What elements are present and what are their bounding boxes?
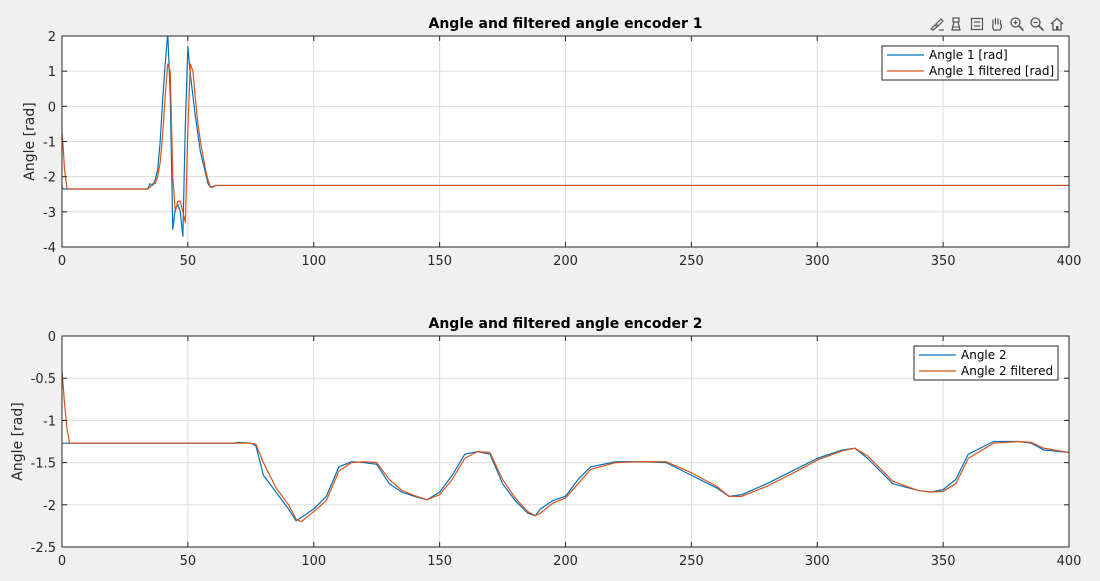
series-line-2 (62, 63, 1069, 223)
y-tick-label: -3 (43, 206, 56, 221)
brush-icon (929, 18, 944, 31)
y-tick-label: -2 (43, 171, 56, 186)
y-tick-label: 0 (48, 330, 56, 345)
legend-entry-2: Angle 1 filtered [rad] (929, 64, 1054, 78)
zoom-in-icon (1010, 17, 1025, 32)
series-group (62, 371, 1069, 523)
y-tick-label: -0.5 (31, 372, 56, 387)
plot-encoder-2: 0 50 100 150 200 250 300 350 400 -2.5 -2 -1.5 -1 -0.5… (10, 316, 1081, 569)
x-tick-label: 100 (301, 254, 326, 269)
data-tips-icon (951, 17, 961, 31)
chart-title: Angle and filtered angle encoder 1 (429, 16, 703, 32)
zoom-out-icon (1030, 17, 1045, 32)
x-tick-label: 200 (553, 254, 578, 269)
zoom-in-button[interactable] (1008, 15, 1026, 33)
pan-button[interactable] (988, 15, 1006, 33)
legend-entry-1: Angle 1 [rad] (929, 48, 1008, 62)
pan-hand-icon (992, 17, 1003, 31)
x-tick-label: 50 (180, 254, 197, 269)
home-button[interactable] (1048, 15, 1066, 33)
y-tick-label: 2 (48, 30, 56, 45)
series-line-1 (62, 440, 1069, 522)
x-tick-label: 300 (805, 554, 830, 569)
x-tick-label: 400 (1057, 554, 1082, 569)
x-tick-label: 0 (58, 254, 66, 269)
x-tick-label: 50 (180, 554, 197, 569)
y-tick-label: -1 (43, 414, 56, 429)
legend-toggle-button[interactable] (968, 15, 986, 33)
legend-box (881, 45, 1059, 81)
y-tick-label: -2.5 (31, 541, 56, 556)
legend-toggle-icon (970, 17, 984, 31)
data-tips-button[interactable] (948, 15, 966, 33)
legend-box (913, 345, 1059, 381)
y-axis-label: Angle [rad] (10, 402, 26, 480)
x-tick-label: 100 (301, 554, 326, 569)
x-tick-label: 150 (427, 254, 452, 269)
x-tick-label: 200 (553, 554, 578, 569)
zoom-out-button[interactable] (1028, 15, 1046, 33)
x-tick-label: 250 (679, 254, 704, 269)
axes-toolbar (928, 14, 1066, 34)
y-tick-label: -4 (43, 241, 56, 256)
x-tick-label: 350 (931, 554, 956, 569)
y-tick-label: -2 (43, 499, 56, 514)
legend-entry-2: Angle 2 filtered (961, 364, 1053, 378)
series-line-2 (62, 371, 1069, 523)
x-tick-label: 350 (931, 254, 956, 269)
legend-entry-1: Angle 2 (961, 348, 1007, 362)
plot-encoder-1: 0 50 100 150 200 250 300 350 400 -4 -3 -2 -1 0 1 2 Angle… (22, 16, 1081, 269)
home-icon (1050, 17, 1064, 31)
y-axis-label: Angle [rad] (22, 102, 38, 180)
y-tick-label: -1.5 (31, 457, 56, 472)
chart-title: Angle and filtered angle encoder 2 (429, 316, 703, 332)
y-tick-label: 0 (48, 100, 56, 115)
x-tick-label: 300 (805, 254, 830, 269)
x-tick-label: 250 (679, 554, 704, 569)
legend[interactable]: Angle 2 Angle 2 filtered (913, 345, 1059, 381)
legend[interactable]: Angle 1 [rad] Angle 1 filtered [rad] (881, 45, 1059, 81)
x-tick-label: 400 (1057, 254, 1082, 269)
x-tick-label: 150 (427, 554, 452, 569)
y-tick-label: 1 (48, 65, 56, 80)
series-group (62, 36, 1069, 238)
brush-button[interactable] (928, 15, 946, 33)
x-tick-label: 0 (58, 554, 66, 569)
y-tick-label: -1 (43, 136, 56, 151)
